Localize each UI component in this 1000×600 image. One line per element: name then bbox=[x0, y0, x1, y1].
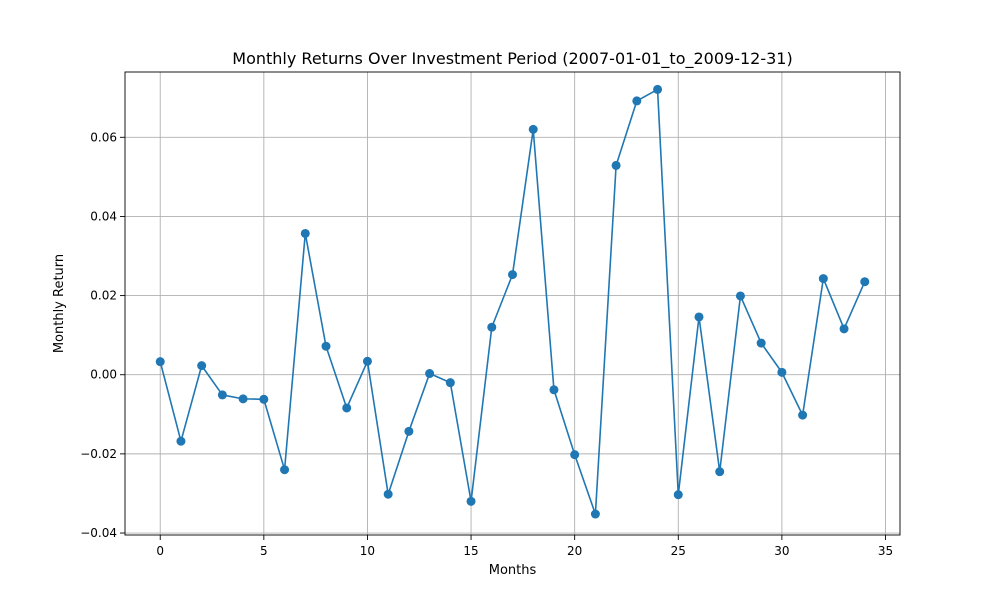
data-point bbox=[818, 274, 828, 284]
data-point bbox=[508, 270, 517, 280]
data-point bbox=[798, 410, 808, 420]
x-tick-label: 5 bbox=[260, 544, 268, 558]
plot-frame bbox=[124, 71, 901, 536]
data-point bbox=[694, 312, 704, 322]
data-point bbox=[466, 496, 476, 506]
x-tick-label: 35 bbox=[878, 544, 893, 558]
data-point bbox=[756, 338, 766, 348]
x-tick-label: 10 bbox=[360, 544, 375, 558]
data-point bbox=[321, 341, 331, 351]
chart-title: Monthly Returns Over Investment Period (… bbox=[232, 49, 792, 69]
data-point bbox=[197, 361, 207, 371]
data-point bbox=[176, 436, 186, 446]
data-point bbox=[570, 450, 580, 460]
data-point bbox=[238, 394, 248, 404]
x-tick-label: 25 bbox=[671, 544, 686, 558]
y-tick-label: 0.00 bbox=[90, 368, 117, 382]
data-point bbox=[300, 228, 310, 238]
data-point bbox=[425, 369, 435, 379]
y-tick-label: 0.06 bbox=[90, 130, 117, 144]
data-point bbox=[673, 490, 683, 500]
y-tick-label: 0.04 bbox=[90, 209, 117, 223]
data-point bbox=[528, 124, 538, 134]
y-axis-label: Monthly Return bbox=[52, 254, 67, 353]
data-point bbox=[715, 467, 725, 477]
data-point bbox=[383, 489, 393, 499]
data-point bbox=[632, 96, 642, 106]
data-point bbox=[342, 403, 352, 413]
data-point bbox=[259, 394, 269, 404]
x-tick-label: 15 bbox=[463, 544, 478, 558]
x-axis-label: Months bbox=[489, 563, 537, 578]
x-tick-label: 0 bbox=[156, 544, 164, 558]
data-point bbox=[217, 390, 227, 400]
data-point bbox=[549, 385, 559, 395]
grid-lines bbox=[125, 72, 900, 535]
series-layer bbox=[155, 84, 870, 519]
x-tick-label: 20 bbox=[567, 544, 582, 558]
data-point bbox=[404, 426, 414, 436]
x-tick-label: 30 bbox=[774, 544, 789, 558]
data-point bbox=[487, 322, 497, 332]
data-point bbox=[777, 367, 787, 377]
data-point bbox=[445, 378, 455, 388]
data-point bbox=[280, 465, 290, 475]
data-point bbox=[590, 509, 600, 519]
data-point bbox=[860, 277, 870, 287]
data-point bbox=[653, 84, 663, 94]
data-point bbox=[735, 291, 745, 301]
data-point bbox=[611, 160, 621, 170]
data-point bbox=[362, 356, 372, 366]
y-tick-label: 0.02 bbox=[90, 289, 117, 303]
axis-ticks: 0 5 10 15 20 25 30 35 −0.04 −0.02 0.00 0.02 0.04 0.06 bbox=[80, 130, 893, 558]
data-point bbox=[155, 357, 165, 367]
y-tick-label: −0.04 bbox=[80, 526, 117, 540]
data-point bbox=[839, 324, 849, 334]
y-tick-label: −0.02 bbox=[80, 447, 117, 461]
